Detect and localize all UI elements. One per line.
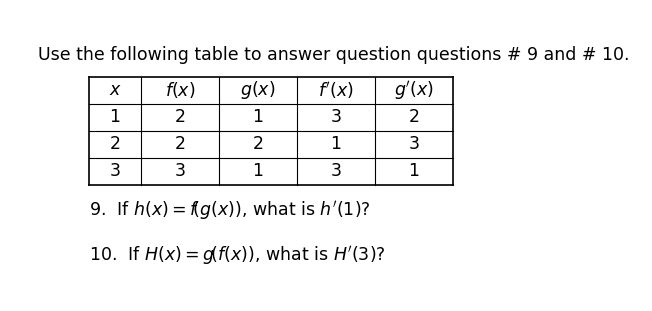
- Text: 3: 3: [110, 162, 121, 180]
- Text: $f'(x)$: $f'(x)$: [318, 80, 354, 101]
- Text: 9.  If $h(x) = f\!\left(g(x)\right)$, what is $h'(1)$?: 9. If $h(x) = f\!\left(g(x)\right)$, wha…: [89, 199, 371, 222]
- Text: 3: 3: [331, 162, 342, 180]
- Text: 1: 1: [331, 135, 342, 153]
- Text: $f(x)$: $f(x)$: [165, 80, 195, 100]
- Text: Use the following table to answer question questions # 9 and # 10.: Use the following table to answer questi…: [38, 46, 630, 64]
- Text: $g'(x)$: $g'(x)$: [394, 79, 434, 102]
- Text: 1: 1: [110, 108, 121, 126]
- Text: $x$: $x$: [109, 81, 121, 99]
- Text: 2: 2: [252, 135, 263, 153]
- Text: 3: 3: [175, 162, 186, 180]
- Text: 2: 2: [175, 135, 186, 153]
- Text: 2: 2: [408, 108, 419, 126]
- Text: 2: 2: [175, 108, 186, 126]
- Text: 3: 3: [408, 135, 419, 153]
- Text: 1: 1: [252, 162, 263, 180]
- Text: 10.  If $H(x) = g\!\left(f(x)\right)$, what is $H'(3)$?: 10. If $H(x) = g\!\left(f(x)\right)$, wh…: [89, 244, 386, 267]
- Text: 3: 3: [331, 108, 342, 126]
- Text: $g(x)$: $g(x)$: [241, 79, 276, 101]
- Text: 1: 1: [408, 162, 419, 180]
- Text: 1: 1: [252, 108, 263, 126]
- Text: 2: 2: [110, 135, 121, 153]
